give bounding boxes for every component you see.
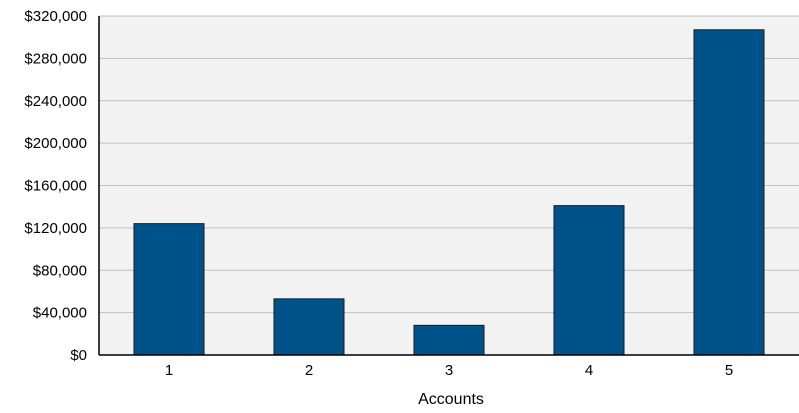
bar-account-5: [693, 29, 765, 356]
x-tick-label: 3: [445, 362, 453, 379]
y-tick-label: $280,000: [24, 50, 87, 67]
bar-account-1: [133, 223, 205, 356]
y-tick-label: $80,000: [33, 262, 87, 279]
bar-account-3: [413, 324, 485, 356]
y-tick-label: $40,000: [33, 305, 87, 322]
y-tick-label: $160,000: [24, 178, 87, 195]
x-tick-label: 5: [725, 362, 733, 379]
x-tick-label: 2: [305, 362, 313, 379]
bars: [133, 29, 765, 356]
x-axis-title: Accounts: [418, 391, 484, 408]
x-tick-label: 4: [585, 362, 593, 379]
y-tick-label: $120,000: [24, 220, 87, 237]
bar-account-4: [553, 205, 625, 356]
y-tick-label: $240,000: [24, 93, 87, 110]
x-axis-tick-labels: 1 2 3 4 5: [165, 362, 733, 379]
y-tick-label: $0: [70, 347, 87, 364]
y-tick-label: $320,000: [24, 8, 87, 25]
x-tick-label: 1: [165, 362, 173, 379]
y-tick-label: $200,000: [24, 135, 87, 152]
gridlines: [99, 15, 799, 314]
bar-account-2: [273, 298, 345, 356]
axes: [98, 16, 799, 356]
y-axis-tick-labels: $0 $40,000 $80,000 $120,000 $160,000 $200,000…: [24, 8, 87, 364]
